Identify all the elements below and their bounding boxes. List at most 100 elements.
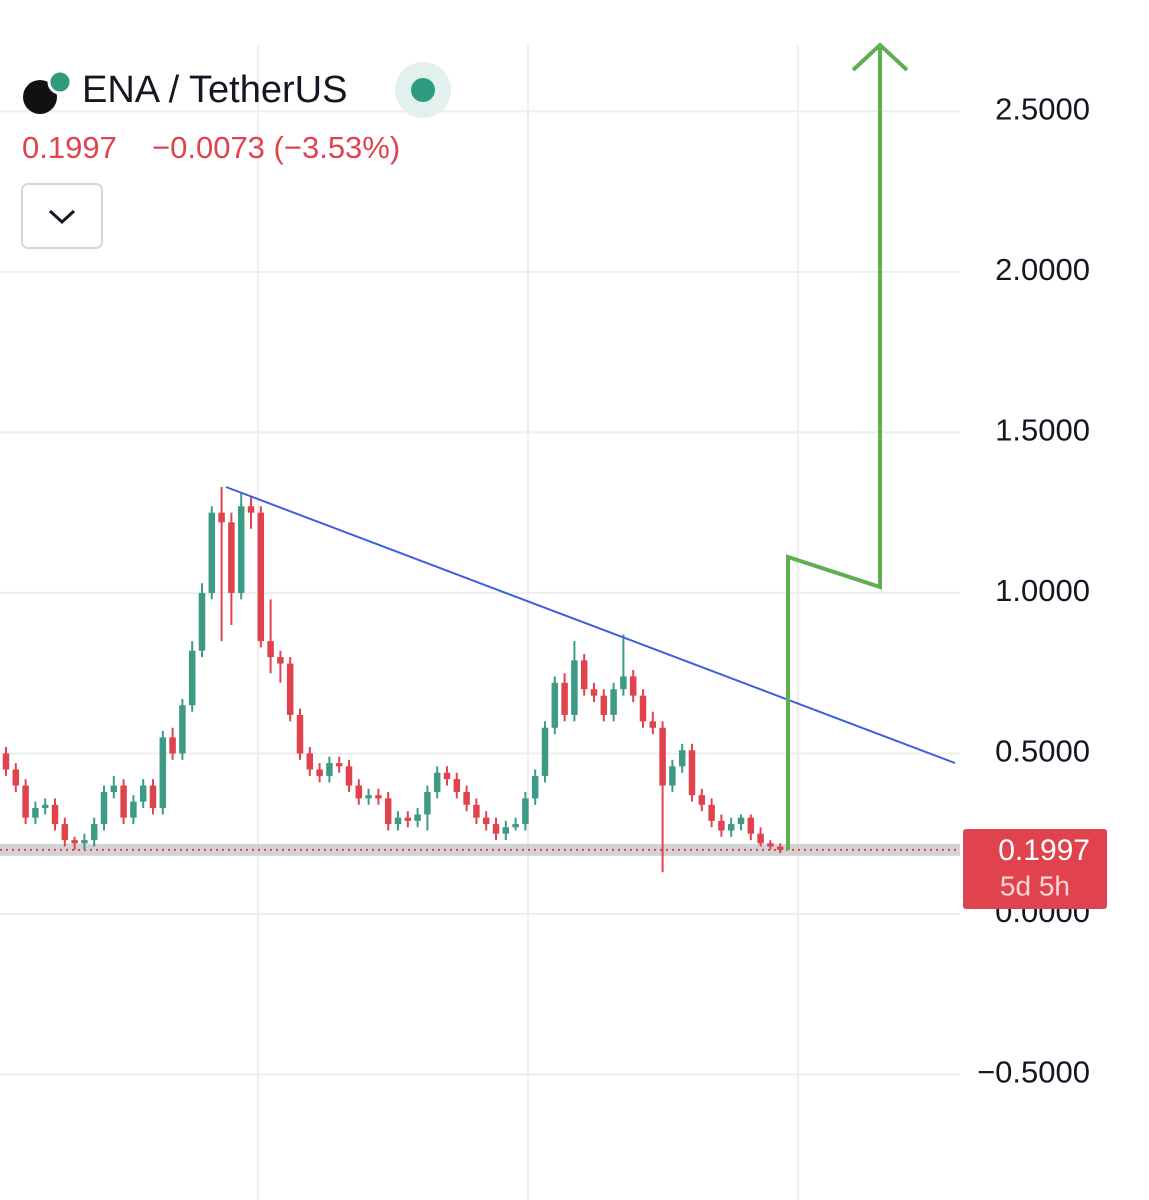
y-tick-label: 2.0000 bbox=[995, 252, 1090, 287]
candle-body bbox=[169, 737, 176, 754]
plot bbox=[0, 486, 960, 873]
candle-body bbox=[659, 727, 666, 786]
candle-body bbox=[120, 785, 127, 818]
y-tick-label: 0.5000 bbox=[995, 734, 1090, 769]
price-tag-value: 0.1997 bbox=[998, 834, 1090, 867]
candle-body bbox=[571, 660, 578, 715]
candle-body bbox=[757, 833, 764, 844]
candle-body bbox=[551, 682, 559, 728]
candle-body bbox=[139, 785, 147, 802]
candle-body bbox=[2, 753, 10, 770]
candle-body bbox=[247, 506, 255, 513]
price-tag: 0.1997 5d 5h bbox=[963, 829, 1107, 909]
candle-body bbox=[394, 817, 402, 825]
candle-body bbox=[110, 785, 118, 792]
candle-body bbox=[277, 657, 284, 664]
candle-body bbox=[100, 791, 108, 825]
chevron-icon bbox=[48, 209, 76, 225]
candle-body bbox=[649, 721, 657, 728]
candle-body bbox=[433, 772, 441, 792]
candle-body bbox=[149, 785, 157, 809]
candle-body bbox=[335, 763, 343, 767]
candle-body bbox=[81, 840, 88, 844]
candle-body bbox=[41, 804, 49, 809]
candle-body bbox=[316, 769, 323, 776]
collapse-button[interactable] bbox=[21, 183, 103, 249]
candle-body bbox=[326, 763, 333, 776]
candle-body bbox=[198, 592, 206, 651]
candle-body bbox=[492, 824, 500, 834]
candle-body bbox=[718, 820, 725, 831]
status-dot bbox=[411, 78, 435, 102]
candle-body bbox=[531, 775, 539, 799]
candle-body bbox=[51, 804, 59, 825]
candle-body bbox=[639, 695, 647, 722]
candle-body bbox=[90, 824, 98, 841]
candle-body bbox=[32, 808, 39, 818]
last-price: 0.1997 bbox=[22, 130, 117, 165]
candle-body bbox=[678, 750, 686, 767]
candle-body bbox=[365, 795, 372, 799]
y-tick-label: 2.5000 bbox=[995, 92, 1090, 127]
candle-body bbox=[561, 682, 568, 715]
candle-body bbox=[414, 814, 421, 821]
candle-body bbox=[698, 795, 706, 805]
candle-body bbox=[453, 779, 461, 792]
candle-body bbox=[355, 785, 363, 799]
candle-body bbox=[188, 650, 196, 706]
candle-body bbox=[708, 804, 715, 821]
candle-body bbox=[747, 817, 755, 834]
candle-body bbox=[296, 714, 304, 754]
candle-body bbox=[610, 689, 617, 715]
candle-body bbox=[286, 663, 294, 715]
y-tick-label: 1.5000 bbox=[995, 413, 1090, 448]
candle-body bbox=[404, 817, 412, 821]
coin-icon bbox=[23, 80, 57, 114]
candle-body bbox=[590, 689, 598, 696]
symbol-title: ENA / TetherUS bbox=[82, 69, 347, 111]
candle-body bbox=[727, 824, 735, 831]
candle-body bbox=[580, 660, 588, 690]
candle-body bbox=[218, 512, 225, 523]
candle-body bbox=[267, 641, 274, 658]
y-tick-label: 1.0000 bbox=[995, 573, 1090, 608]
candle-body bbox=[463, 791, 470, 805]
y-axis: −0.50000.00000.50001.00001.50002.00002.5… bbox=[977, 92, 1090, 1090]
candle-body bbox=[502, 827, 510, 834]
candle-body bbox=[237, 506, 245, 593]
y-tick-label: −0.5000 bbox=[977, 1055, 1090, 1090]
candle-body bbox=[767, 843, 774, 847]
candle-body bbox=[375, 795, 382, 799]
candle-body bbox=[541, 727, 549, 776]
candle-body bbox=[600, 695, 608, 715]
candle-body bbox=[473, 804, 480, 818]
trend-line bbox=[225, 486, 956, 764]
candle-body bbox=[669, 766, 676, 786]
quote-icon bbox=[47, 69, 73, 95]
candle-body bbox=[257, 512, 265, 642]
candle-body bbox=[71, 840, 78, 844]
candle-body bbox=[208, 512, 216, 593]
candle-body bbox=[424, 791, 431, 815]
candle-body bbox=[737, 817, 745, 825]
candle-body bbox=[130, 801, 137, 818]
candle-body bbox=[22, 785, 29, 818]
candle-body bbox=[12, 769, 20, 786]
candle-body bbox=[522, 798, 529, 825]
candle-body bbox=[776, 846, 784, 850]
candle-body bbox=[629, 676, 637, 696]
candle-body bbox=[159, 737, 167, 809]
candle-body bbox=[482, 817, 490, 825]
projection-path bbox=[786, 47, 882, 850]
price-tag-countdown: 5d 5h bbox=[1000, 870, 1070, 901]
candle-body bbox=[620, 676, 627, 690]
header: ENA / TetherUS 0.1997 −0.0073 (−3.53%) bbox=[21, 62, 451, 249]
candle-body bbox=[688, 750, 696, 796]
arrow-head bbox=[851, 42, 909, 72]
price-tag-box bbox=[963, 829, 1107, 909]
candle-body bbox=[345, 766, 353, 786]
candle-body bbox=[61, 824, 69, 841]
price-change: −0.0073 (−3.53%) bbox=[152, 130, 400, 165]
